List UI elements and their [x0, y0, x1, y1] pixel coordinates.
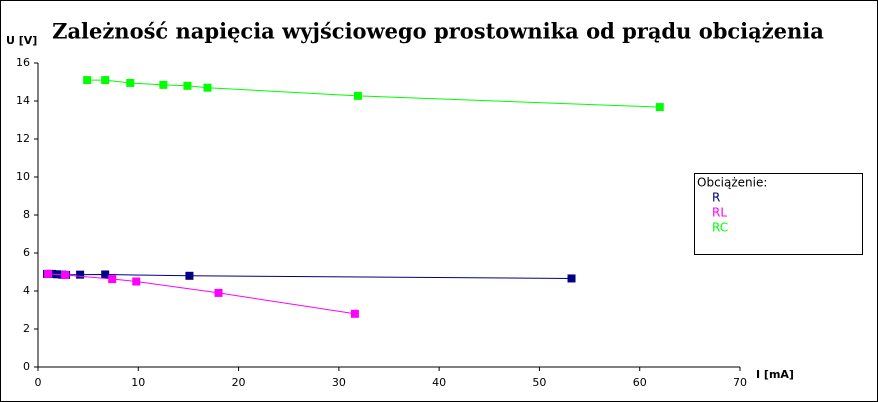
data-point — [567, 274, 576, 283]
data-point — [183, 81, 192, 90]
data-point — [353, 91, 362, 100]
data-point — [44, 269, 53, 278]
data-point — [108, 275, 117, 284]
legend-title: Obciążenie: — [697, 176, 767, 190]
legend-entry: RC — [712, 221, 728, 235]
data-point — [83, 76, 92, 85]
y-axis-label: U [V] — [6, 34, 37, 47]
legend-entry: R — [712, 191, 720, 205]
y-tick-label: 2 — [23, 322, 30, 335]
legend-box — [694, 173, 863, 255]
data-point — [76, 270, 85, 279]
data-point — [214, 288, 223, 297]
x-tick-label: 70 — [733, 376, 747, 389]
data-point — [350, 309, 359, 318]
x-tick-label: 40 — [432, 376, 446, 389]
y-tick-label: 12 — [16, 132, 30, 145]
data-point — [203, 83, 212, 92]
chart-title: Zależność napięcia wyjściowego prostowni… — [52, 19, 824, 44]
x-tick-label: 20 — [232, 376, 246, 389]
data-point — [61, 271, 70, 280]
x-axis-label: I [mA] — [756, 368, 794, 381]
y-tick-label: 0 — [23, 360, 30, 373]
x-tick-label: 30 — [332, 376, 346, 389]
x-tick-label: 0 — [35, 376, 42, 389]
x-tick-label: 60 — [633, 376, 647, 389]
data-point — [132, 277, 141, 286]
data-point — [185, 271, 194, 280]
y-tick-label: 10 — [16, 170, 30, 183]
data-point — [101, 76, 110, 85]
y-tick-label: 6 — [23, 246, 30, 259]
series-line — [87, 79, 660, 108]
y-tick-label: 4 — [23, 284, 30, 297]
x-tick-label: 10 — [131, 376, 145, 389]
y-tick-label: 14 — [16, 94, 30, 107]
data-point — [655, 103, 664, 112]
y-tick-label: 16 — [16, 56, 30, 69]
y-tick-label: 8 — [23, 208, 30, 221]
x-tick-label: 50 — [532, 376, 546, 389]
data-point — [101, 270, 110, 279]
data-point — [126, 78, 135, 87]
legend-entry: RL — [712, 206, 727, 220]
data-point — [159, 80, 168, 89]
